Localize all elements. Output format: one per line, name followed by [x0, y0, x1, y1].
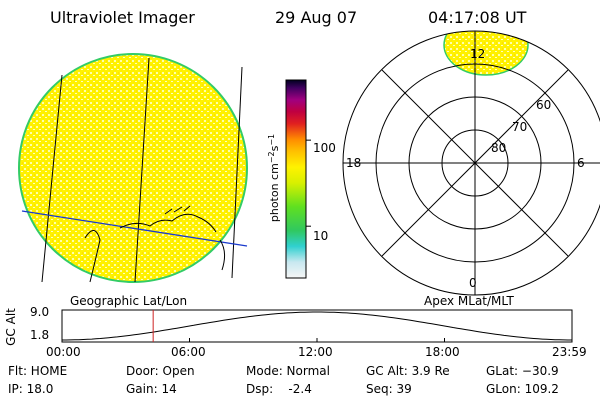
info-gcalt: GC Alt: 3.9 Re — [366, 364, 450, 378]
time-tick-2: 12:00 — [298, 345, 333, 359]
altitude-ytick-low: 1.8 — [30, 328, 50, 342]
lat-label-60: 60 — [536, 98, 552, 112]
colorbar-label-photon: photon cm — [268, 163, 281, 222]
altitude-x-ticks — [61, 338, 573, 342]
colorbar-label-exp2: −1 — [267, 134, 276, 146]
info-gain: Gain: 14 — [126, 382, 177, 396]
time-tick-3: 18:00 — [425, 345, 460, 359]
altitude-plot — [61, 309, 573, 343]
info-glon: GLon: 109.2 — [486, 382, 559, 396]
altitude-ylabel: GC Alt — [3, 308, 18, 346]
time-tick-0: 00:00 — [46, 345, 81, 359]
color-bar: photon cm−2s−1 — [267, 79, 311, 279]
altitude-ytick-high: 9.0 — [30, 305, 50, 319]
mlt-label-18: 18 — [346, 156, 362, 170]
geographic-label: Geographic Lat/Lon — [70, 294, 188, 308]
coastline — [84, 230, 101, 283]
lat-label-80: 80 — [491, 141, 507, 155]
info-dsp: Dsp: -2.4 — [246, 382, 312, 396]
info-seq: Seq: 39 — [366, 382, 412, 396]
info-glat: GLat: −30.9 — [486, 364, 559, 378]
time-tick-4: 23:59 — [552, 345, 587, 359]
lat-label-70: 70 — [512, 120, 528, 134]
info-flt: Flt: HOME — [8, 364, 68, 378]
mlt-label-0: 0 — [469, 276, 477, 290]
longitude-line — [41, 74, 63, 283]
coastline — [164, 205, 191, 215]
image-date: 29 Aug 07 — [275, 8, 358, 27]
earth-disk-image — [18, 53, 248, 283]
info-ip: IP: 18.0 — [8, 382, 54, 396]
colorbar-tick-10: 10 — [313, 229, 329, 243]
altitude-curve — [62, 311, 572, 341]
coastline — [219, 239, 226, 271]
polar-mlt-plot — [342, 30, 600, 296]
info-door: Door: Open — [126, 364, 195, 378]
mlt-label-6: 6 — [577, 156, 585, 170]
time-tick-1: 06:00 — [171, 345, 206, 359]
coastline — [119, 213, 217, 233]
colorbar-label: photon cm−2s−1 — [267, 134, 281, 222]
auroral-image-fragment — [443, 31, 529, 76]
image-time: 04:17:08 UT — [428, 8, 527, 27]
latitude-line — [21, 210, 248, 247]
colorbar-tick-100: 100 — [313, 141, 336, 155]
colorbar-label-exp1: −2 — [267, 151, 276, 163]
mlt-label-12: 12 — [470, 47, 486, 61]
instrument-title: Ultraviolet Imager — [50, 8, 195, 27]
colorbar-ticks — [306, 139, 311, 227]
info-mode: Mode: Normal — [246, 364, 330, 378]
longitude-line — [134, 57, 150, 283]
longitude-line — [231, 66, 243, 279]
apex-label: Apex MLat/MLT — [424, 294, 514, 308]
colorbar-label-s: s — [268, 145, 281, 151]
